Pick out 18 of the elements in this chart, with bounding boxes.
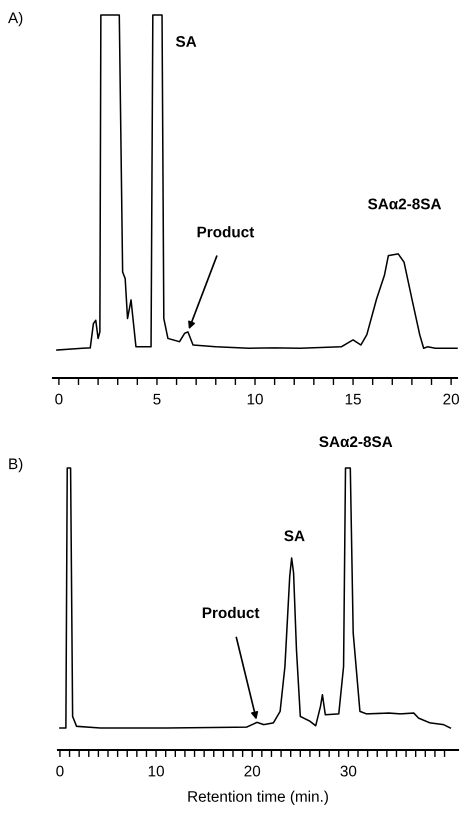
- text: A): [8, 12, 22, 26]
- annotation: SA: [284, 530, 305, 542]
- x-tick-label: 10: [248, 394, 263, 404]
- text: B): [9, 458, 22, 472]
- annotation: Product: [198, 226, 254, 238]
- x-tick-label: 20: [244, 766, 260, 776]
- x-tick-label: 5: [153, 394, 161, 404]
- x-tick-label: 0: [55, 394, 63, 404]
- annotation: SAα2-8SA: [319, 436, 392, 448]
- x-tick-label: 15: [346, 394, 361, 404]
- annotation: SAα2-8SA: [368, 198, 442, 210]
- x-tick-label: 30: [340, 766, 356, 776]
- annotation: Product: [202, 606, 260, 618]
- x-tick-label: 20: [443, 394, 460, 404]
- x-tick-label: 0: [56, 766, 64, 776]
- annotation: SA: [176, 36, 196, 47]
- x-tick-label: 10: [148, 766, 164, 776]
- x-axis-title: Retention time (min.): [188, 790, 328, 805]
